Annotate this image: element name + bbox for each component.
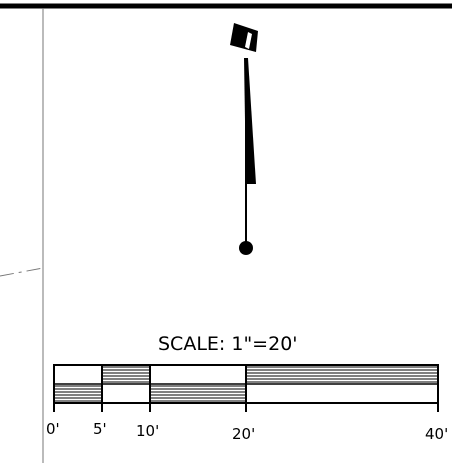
north-flag-notch [245, 32, 252, 49]
scale-title: SCALE: 1"=20' [158, 333, 298, 355]
scale-tick-label-10: 10' [136, 422, 159, 440]
scale-bar-divisions [53, 365, 439, 412]
hatch-top-20-40 [246, 366, 438, 383]
scale-tick-label-40: 40' [425, 425, 448, 443]
hatch-top-5-10 [102, 366, 150, 383]
north-arrow-icon [230, 23, 258, 255]
scale-tick-label-5: 5' [93, 420, 107, 438]
hatch-bottom-10-20 [150, 385, 246, 402]
scale-bar [53, 364, 439, 412]
property-line-dashed [0, 267, 44, 277]
scale-tick-label-20: 20' [232, 425, 255, 443]
north-arrow-base-dot [239, 241, 253, 255]
hatch-bottom-0-5 [54, 385, 102, 402]
scale-tick-label-0: 0' [46, 420, 60, 438]
north-flag [230, 23, 258, 52]
